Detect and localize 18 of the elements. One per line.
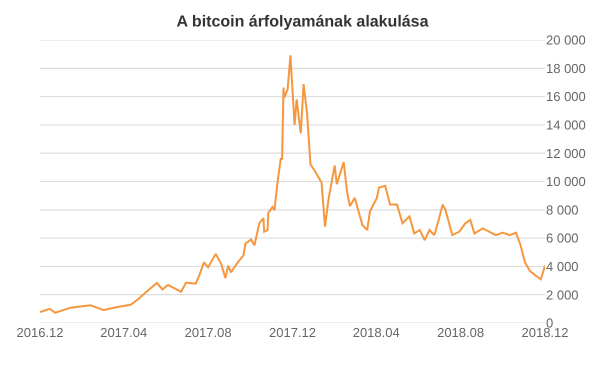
x-tick-label: 2017.12 [269, 325, 316, 340]
y-tick-label: 12 000 [546, 146, 586, 161]
y-tick-label: 18 000 [546, 60, 586, 76]
x-tick-label: 2017.08 [184, 325, 232, 340]
y-tick-label: 10 000 [546, 174, 586, 190]
y-tick-label: 2 000 [546, 287, 579, 302]
chart-title: A bitcoin árfolyamának alakulása [176, 13, 429, 30]
y-tick-label: 14 000 [546, 117, 586, 132]
y-tick-label: 16 000 [546, 89, 586, 104]
x-tick-label: 2017.04 [100, 325, 148, 340]
x-tick-label: 2016.12 [16, 325, 64, 340]
y-tick-label: 4 000 [546, 258, 579, 274]
x-tick-label: 2018.08 [437, 325, 484, 340]
y-tick-label: 6 000 [546, 230, 579, 246]
line-series [40, 54, 545, 314]
x-tick-label: 2018.04 [352, 325, 400, 340]
y-tick-label: 8 000 [546, 202, 579, 218]
y-tick-label: 20 000 [546, 32, 586, 48]
